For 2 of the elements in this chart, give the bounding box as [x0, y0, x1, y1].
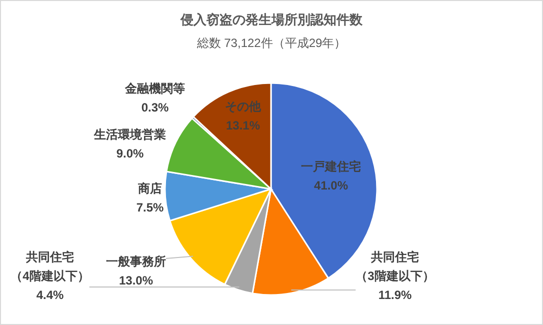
- chart-title: 侵入窃盗の発生場所別認知件数: [180, 12, 364, 27]
- chart-subtitle: 総数 73,122件（平成29年）: [196, 36, 346, 50]
